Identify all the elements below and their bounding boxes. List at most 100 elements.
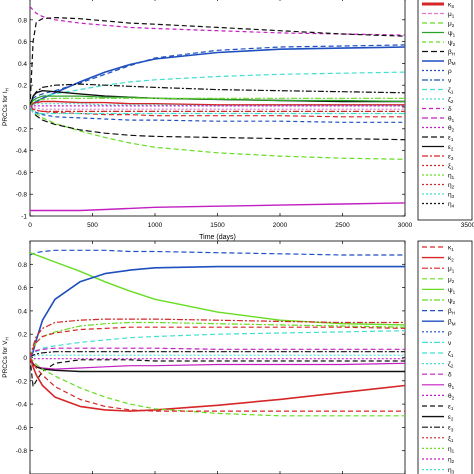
series-line: [30, 357, 405, 373]
legend-label: ζ1: [448, 351, 454, 359]
series-line: [30, 357, 405, 388]
legend-label: ζ1: [448, 87, 454, 95]
series-line: [30, 357, 405, 417]
y-tick-label: 0.8: [18, 17, 27, 24]
legend-label: ε2: [448, 144, 454, 152]
legend-label: ψ1: [448, 30, 456, 38]
legend-label: θ1: [448, 382, 455, 390]
legend-label: θ1: [448, 116, 455, 124]
series-line: [30, 357, 405, 412]
legend-box: [417, 0, 473, 221]
legend-label: θ2: [448, 125, 455, 133]
y-tick-label: -0.6: [16, 425, 28, 432]
legend-label: βM: [448, 319, 456, 327]
legend-label: ν: [448, 340, 451, 347]
series-line: [30, 46, 405, 108]
legend-label: ρ: [448, 329, 452, 336]
legend-label: ε3: [448, 425, 454, 433]
legend-label: ρ: [448, 68, 452, 75]
legend-label: η1: [448, 446, 455, 454]
plot-area-frame: [29, 240, 406, 474]
y-tick-label: -0.8: [16, 448, 28, 455]
legend-label: ψ2: [448, 40, 456, 48]
legend-label: ε3: [448, 154, 454, 162]
legend-label: βH: [448, 308, 455, 316]
x-tick-label: 2500: [335, 222, 350, 229]
series-line: [30, 106, 405, 115]
x-tick-label: 3000: [398, 222, 413, 229]
legend-label: η3: [448, 467, 455, 474]
legend-label: ξ1: [448, 435, 454, 443]
y-tick-label: 0.6: [18, 39, 27, 46]
series-line: [30, 318, 405, 358]
x-tick-label-extra: 3500: [461, 222, 474, 229]
series-line: [30, 106, 405, 141]
legend-label: βM: [448, 59, 456, 67]
legend-label: κ2: [448, 255, 454, 263]
series-line: [30, 202, 405, 212]
plot-area-frame: [29, 0, 406, 217]
series-line: [30, 351, 405, 358]
y-tick-label: -0.2: [16, 126, 28, 133]
x-axis-label: Time (days): [199, 234, 236, 241]
y-tick-label: 0.2: [18, 83, 27, 90]
legend-label: μ2: [448, 276, 455, 284]
series-line: [30, 6, 405, 36]
series-line: [30, 106, 405, 123]
y-tick-label: 0: [23, 105, 27, 112]
legend-label: η4: [448, 201, 455, 209]
legend-label: ψ1: [448, 287, 456, 295]
legend-label: ε1: [448, 404, 454, 412]
legend-label: κ1: [448, 245, 454, 253]
legend: κ1 κ2 μ1 μ2 ψ1 ψ2 βH βM ρν ζ1 ζ2 δ θ1 θ2 ε1 ε2 ε3 ξ1 η1 η2 η…: [417, 240, 473, 474]
y-tick-label: -0.6: [16, 170, 28, 177]
series-line: [30, 326, 405, 358]
legend-label: θ2: [448, 393, 455, 401]
series-line: [30, 95, 405, 108]
legend-label: μ2: [448, 21, 455, 29]
legend-label: ν: [448, 78, 451, 85]
legend-label: δ: [448, 106, 452, 113]
y-tick-label: 0: [23, 355, 27, 362]
bottom-prcc-panel: -0.8 -0.6 -0.4 -0.2 0 0.2 0.4 0.6 0.8 PRCCs for V…: [2, 240, 473, 474]
series-line: [30, 106, 405, 113]
y-tick-label: 0.8: [18, 262, 27, 269]
y-tick-label: 0.4: [18, 61, 27, 68]
series-line: [30, 252, 405, 326]
legend-label: η2: [448, 182, 455, 190]
y-axis-label-text: PRCCs for IH: [2, 88, 10, 126]
top-prcc-panel: -1 -0.8 -0.6 -0.4 -0.2 0 0.2 0.4 0.6 0.8 0 500 1000 1…: [2, 0, 474, 241]
y-tick-label: -0.8: [16, 192, 28, 199]
series-line: [30, 83, 405, 108]
legend-label: ψ2: [448, 298, 456, 306]
y-tick-label: -1: [21, 214, 27, 221]
legend-label: μ1: [448, 11, 455, 19]
legend-label: η2: [448, 457, 455, 465]
legend-label: δ: [448, 372, 452, 379]
y-axis-label: PRCCs for IH: [2, 88, 10, 126]
y-tick-label: -0.2: [16, 378, 28, 385]
series-line: [30, 17, 405, 108]
series-line: [30, 106, 405, 118]
legend-label: ζ2: [448, 361, 454, 369]
x-tick-label: 1000: [148, 222, 163, 229]
legend-label: μ1: [448, 266, 455, 274]
y-tick-label: 0.4: [18, 308, 27, 315]
x-tick-label: 1500: [210, 222, 225, 229]
legend-box: [417, 240, 473, 474]
legend-label: ζ2: [448, 97, 454, 105]
x-tick-label: 500: [87, 222, 98, 229]
y-tick-label: 0.6: [18, 285, 27, 292]
legend-label: η1: [448, 173, 455, 181]
y-axis-label-text: PRCCs for VH: [2, 337, 10, 378]
legend-label: η3: [448, 192, 455, 200]
legend-label: ε2: [448, 414, 454, 422]
y-axis-label: PRCCs for VH: [2, 337, 10, 378]
y-tick-label: 0.2: [18, 332, 27, 339]
y-tick-label: -0.4: [16, 148, 28, 155]
series-line: [30, 265, 405, 358]
legend-label: ξ1: [448, 163, 454, 171]
series-line: [30, 330, 405, 358]
